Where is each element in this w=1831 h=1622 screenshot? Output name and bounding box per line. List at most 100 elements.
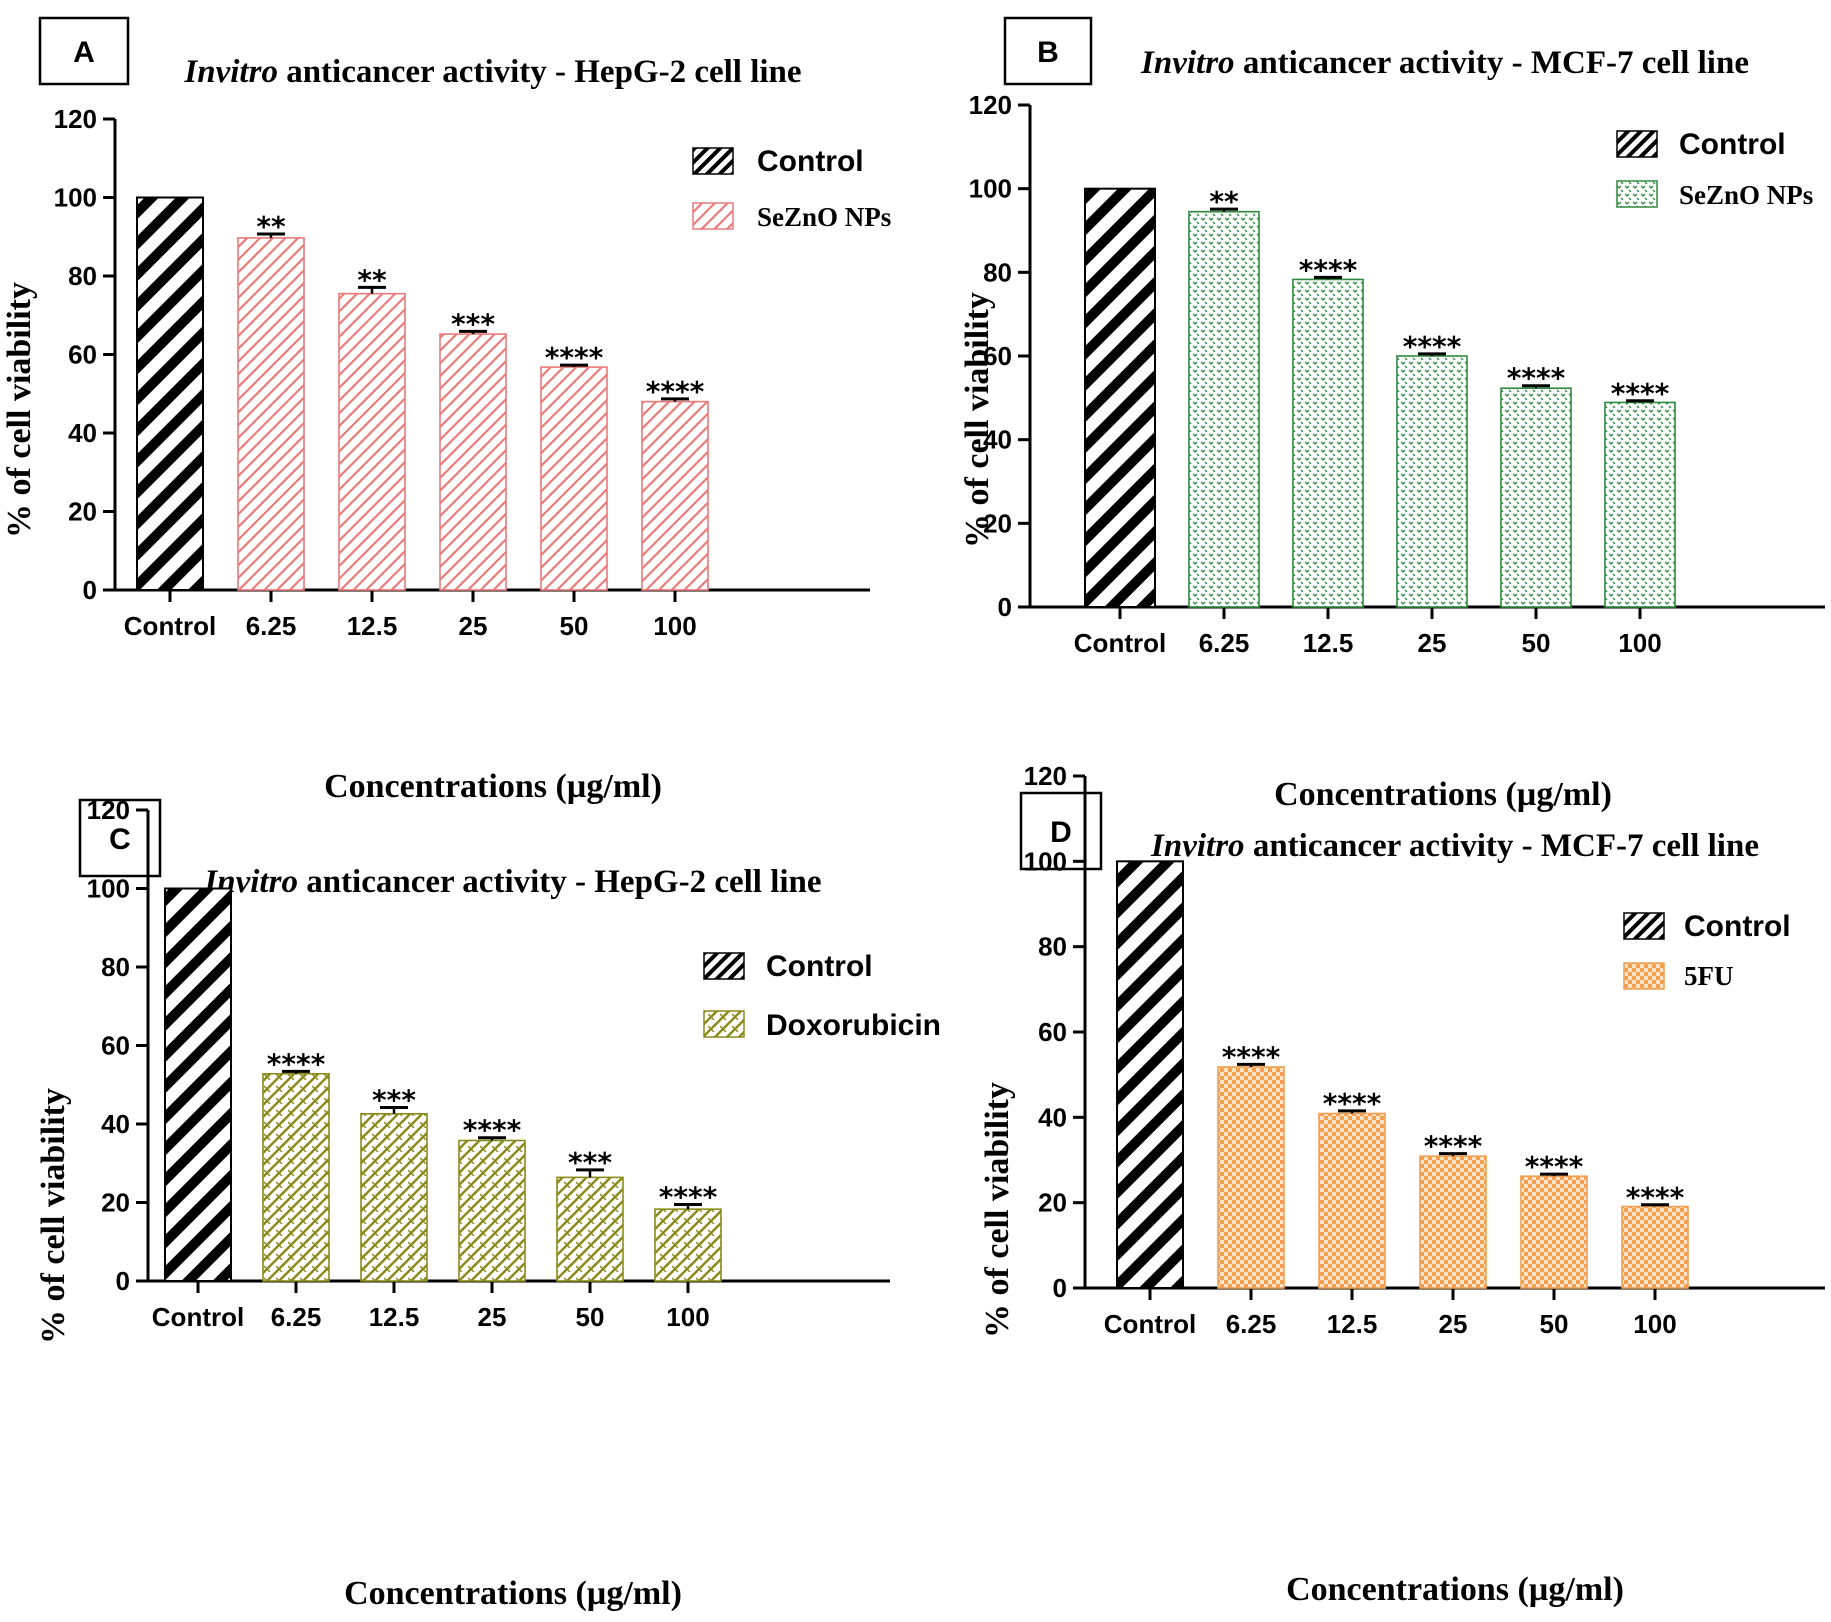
panel-label-box [38,16,130,86]
y-tick-label: 100 [1024,846,1067,876]
y-tick-label: 120 [1024,761,1067,791]
significance-label: **** [1611,377,1670,410]
bar-50 [1520,1175,1588,1289]
y-tick-label: 20 [1038,1188,1067,1218]
bar-50 [556,1176,624,1282]
y-tick-label: 60 [1038,1017,1067,1047]
bar-25 [1396,355,1468,608]
significance-label: *** [451,307,495,340]
significance-label: **** [1323,1087,1382,1120]
x-tick-label: Control [124,611,216,641]
x-tick-label: 25 [478,1302,507,1332]
legend-label-treatment: 5FU [1684,961,1734,991]
significance-label: **** [1403,330,1462,363]
bar-50 [540,366,608,591]
y-tick-label: 20 [101,1188,130,1218]
x-axis-title: Concentrations (µg/ml) [324,768,662,805]
significance-label: *** [568,1146,612,1179]
legend: Control SeZnO NPs [692,145,891,232]
y-tick-label: 120 [969,90,1012,120]
legend-label-treatment: Doxorubicin [766,1009,941,1042]
legend-swatch-control [703,952,745,980]
bar-Control [136,196,204,591]
y-tick-label: 0 [998,592,1012,622]
x-tick-label: 50 [1522,628,1551,658]
y-tick-label: 0 [83,575,97,605]
panel-d: D Invitro anticancer activity - MCF-7 ce… [979,761,1825,1608]
bar-12.5 [1292,278,1364,608]
panel-label: B [1037,36,1059,69]
y-tick-label: 40 [983,425,1012,455]
bar-100 [1604,401,1676,608]
legend: Control 5FU [1623,910,1791,991]
significance-label: **** [1222,1040,1281,1073]
legend-label-control: Control [1679,128,1786,161]
y-axis-title: % of cell viability [1,282,38,538]
y-tick-label: 120 [54,104,97,134]
y-tick-label: 80 [68,261,97,291]
y-tick-label: 100 [969,174,1012,204]
legend-label-control: Control [757,145,864,178]
legend-swatch-treatment [703,1010,745,1038]
significance-label: ** [1209,185,1239,218]
significance-label: **** [1525,1150,1584,1183]
x-tick-label: 12.5 [369,1302,420,1332]
significance-label: **** [659,1180,718,1213]
legend-swatch-control [1623,912,1665,940]
legend-swatch-treatment [1623,962,1665,990]
x-axis-title: Concentrations (µg/ml) [1286,1571,1624,1608]
legend-swatch-control [692,147,734,175]
legend-swatch-treatment [692,202,734,230]
y-axis-title: % of cell viability [959,292,996,548]
bar-6.25 [1217,1066,1285,1289]
chart-title: Invitro anticancer activity - MCF-7 cell… [1150,828,1759,864]
bar-50 [1500,387,1572,608]
panel-label: C [109,823,131,856]
x-tick-label: 50 [576,1302,605,1332]
panel-label-box [1003,16,1093,86]
y-axis-title: % of cell viability [979,1082,1016,1338]
panel-label: D [1050,816,1072,849]
x-tick-label: 50 [1540,1309,1569,1339]
y-tick-label: 20 [983,508,1012,538]
legend-label-control: Control [1684,910,1791,943]
x-tick-label: 100 [666,1302,709,1332]
significance-label: ** [357,263,387,296]
x-tick-label: 25 [1439,1309,1468,1339]
y-tick-label: 80 [101,952,130,982]
significance-label: **** [267,1047,326,1080]
y-tick-label: 100 [54,183,97,213]
bar-25 [458,1139,526,1282]
x-tick-label: 6.25 [246,611,297,641]
x-axis-title: Concentrations (µg/ml) [344,1575,682,1612]
significance-label: **** [1424,1130,1483,1163]
y-tick-label: 80 [983,257,1012,287]
panel-b: B Invitro anticancer activity - MCF-7 ce… [959,16,1825,813]
bar-100 [654,1208,722,1282]
x-tick-label: 50 [560,611,589,641]
y-tick-label: 0 [1053,1273,1067,1303]
x-tick-label: 100 [653,611,696,641]
significance-label: **** [1626,1181,1685,1214]
y-tick-label: 60 [101,1031,130,1061]
bar-Control [1116,860,1184,1289]
panel-a: A Invitro anticancer activity - HepG-2 c… [1,16,891,805]
chart-title: Invitro anticancer activity - MCF-7 cell… [1140,45,1749,81]
x-tick-label: 6.25 [1226,1309,1277,1339]
bar-6.25 [262,1072,330,1282]
chart-title: Invitro anticancer activity - HepG-2 cel… [203,864,821,900]
bar-6.25 [1188,210,1260,608]
y-tick-label: 40 [68,418,97,448]
y-tick-label: 0 [116,1266,130,1296]
y-axis-title: % of cell viability [35,1088,72,1344]
x-tick-label: 25 [1418,628,1447,658]
bar-12.5 [338,292,406,591]
significance-label: *** [372,1084,416,1117]
bar-6.25 [237,237,305,591]
bar-100 [1621,1205,1689,1289]
x-tick-label: 6.25 [1199,628,1250,658]
bar-25 [1419,1155,1487,1289]
legend-swatch-treatment [1616,180,1658,208]
bar-12.5 [1318,1112,1386,1289]
